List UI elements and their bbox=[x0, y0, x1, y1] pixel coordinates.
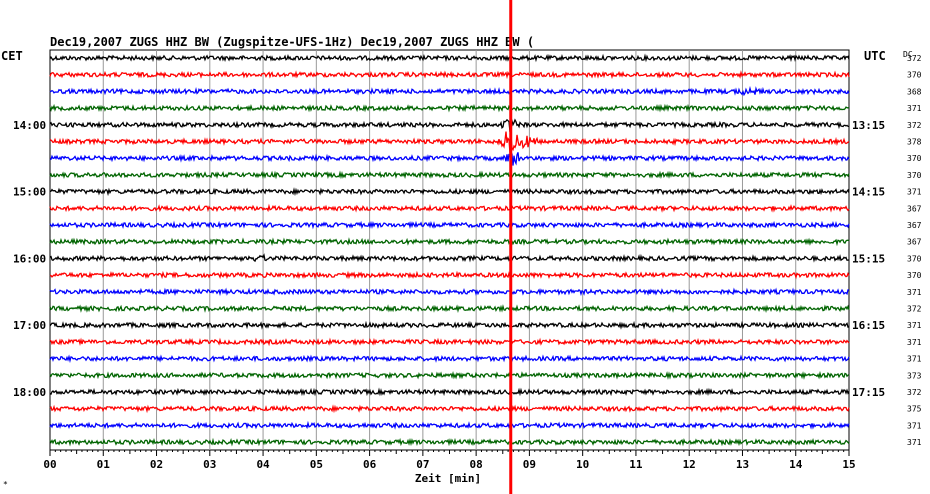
x-tick-label: 08 bbox=[470, 458, 483, 471]
x-tick-label: 03 bbox=[203, 458, 216, 471]
dc-value: 370 bbox=[907, 271, 922, 280]
x-tick-label: 02 bbox=[150, 458, 163, 471]
trace-row bbox=[49, 131, 850, 154]
x-tick-label: 04 bbox=[256, 458, 270, 471]
trace-group bbox=[49, 53, 850, 447]
trace-row bbox=[49, 270, 850, 280]
grid-lines bbox=[49, 49, 850, 451]
dc-value: 372 bbox=[907, 388, 922, 397]
x-tick-label: 15 bbox=[842, 458, 855, 471]
trace-row bbox=[49, 437, 850, 447]
trace-row bbox=[49, 150, 850, 166]
utc-time-label: 13:15 bbox=[852, 119, 885, 132]
dc-value: 371 bbox=[907, 438, 922, 447]
trace-row bbox=[49, 354, 850, 364]
dc-value: 370 bbox=[907, 171, 922, 180]
x-tick-label: 13 bbox=[736, 458, 749, 471]
trace-row bbox=[49, 170, 850, 180]
header-title: Dec19,2007 ZUGS HHZ BW (Zugspitze-UFS-1H… bbox=[50, 35, 534, 49]
trace-row bbox=[49, 387, 850, 397]
dc-value: 371 bbox=[907, 104, 922, 113]
x-tick-label: 07 bbox=[416, 458, 429, 471]
dc-value: 371 bbox=[907, 355, 922, 364]
dc-value: 370 bbox=[907, 154, 922, 163]
x-axis-label: Zeit [min] bbox=[415, 472, 481, 485]
dc-value: 370 bbox=[907, 71, 922, 80]
dc-value: 367 bbox=[907, 221, 922, 230]
x-tick-label: 14 bbox=[789, 458, 803, 471]
trace-row bbox=[49, 220, 850, 230]
trace-row bbox=[49, 304, 850, 313]
trace-row bbox=[49, 287, 850, 297]
trace-row bbox=[49, 70, 850, 80]
trace-row bbox=[49, 420, 850, 431]
trace-row bbox=[49, 203, 850, 213]
dc-value: 372 bbox=[907, 54, 922, 63]
x-tick-label: 11 bbox=[629, 458, 643, 471]
trace-row bbox=[49, 404, 850, 414]
dc-value: 373 bbox=[907, 371, 922, 380]
dc-value: 378 bbox=[907, 138, 922, 147]
trace-row bbox=[49, 237, 850, 247]
corner-mark: * bbox=[3, 480, 8, 489]
dc-label: DC bbox=[903, 50, 913, 59]
trace-row bbox=[49, 253, 850, 263]
x-tick-label: 00 bbox=[43, 458, 56, 471]
utc-time-label: 17:15 bbox=[852, 386, 885, 399]
cet-time-label: 16:00 bbox=[13, 252, 46, 265]
dc-value: 371 bbox=[907, 288, 922, 297]
dc-value: 371 bbox=[907, 188, 922, 197]
dc-value: 371 bbox=[907, 338, 922, 347]
trace-row bbox=[49, 118, 850, 132]
right-zone-label: UTC bbox=[864, 49, 886, 63]
left-zone-label: CET bbox=[1, 49, 23, 63]
dc-value: 368 bbox=[907, 87, 922, 96]
dc-value: 372 bbox=[907, 121, 922, 130]
row-labels: 372 370 368 371 372 378 370 370 371 367 367 367 370 3… bbox=[13, 54, 922, 447]
utc-time-label: 14:15 bbox=[852, 186, 885, 199]
x-tick-label: 01 bbox=[97, 458, 111, 471]
dc-value: 371 bbox=[907, 421, 922, 430]
trace-row bbox=[49, 53, 850, 63]
trace-row bbox=[49, 370, 850, 380]
x-tick-label: 05 bbox=[310, 458, 323, 471]
utc-time-label: 16:15 bbox=[852, 319, 885, 332]
x-axis: 00 01 02 03 04 05 06 07 08 09 10 11 12 13 14 15 bbox=[43, 450, 856, 471]
dc-value: 370 bbox=[907, 254, 922, 263]
cet-time-label: 15:00 bbox=[13, 186, 46, 199]
dc-value: 367 bbox=[907, 204, 922, 213]
dc-value: 367 bbox=[907, 238, 922, 247]
trace-row bbox=[49, 85, 850, 97]
cet-time-label: 14:00 bbox=[13, 119, 46, 132]
x-tick-label: 10 bbox=[576, 458, 589, 471]
x-tick-label: 12 bbox=[683, 458, 696, 471]
dc-value: 375 bbox=[907, 405, 922, 414]
trace-row bbox=[49, 320, 850, 330]
trace-row bbox=[49, 337, 850, 347]
x-tick-label: 06 bbox=[363, 458, 377, 471]
x-tick-label: 09 bbox=[523, 458, 536, 471]
dc-value: 371 bbox=[907, 321, 922, 330]
utc-time-label: 15:15 bbox=[852, 252, 885, 265]
cet-time-label: 17:00 bbox=[13, 319, 46, 332]
trace-row bbox=[49, 187, 850, 197]
dc-value: 372 bbox=[907, 305, 922, 314]
cet-time-label: 18:00 bbox=[13, 386, 46, 399]
trace-row bbox=[49, 103, 850, 113]
